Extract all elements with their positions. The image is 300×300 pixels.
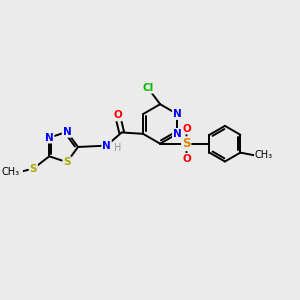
Text: O: O xyxy=(182,124,191,134)
Text: S: S xyxy=(30,164,37,174)
Text: S: S xyxy=(63,157,71,167)
Text: CH₃: CH₃ xyxy=(2,167,20,177)
Text: Cl: Cl xyxy=(142,83,153,93)
Text: CH₃: CH₃ xyxy=(255,150,273,160)
Text: S: S xyxy=(182,137,190,150)
Text: H: H xyxy=(114,143,122,153)
Text: O: O xyxy=(113,110,122,121)
Text: O: O xyxy=(182,154,191,164)
Text: N: N xyxy=(63,127,71,137)
Text: N: N xyxy=(173,129,182,139)
Text: N: N xyxy=(45,133,54,142)
Text: N: N xyxy=(102,141,111,151)
Text: N: N xyxy=(173,109,182,119)
